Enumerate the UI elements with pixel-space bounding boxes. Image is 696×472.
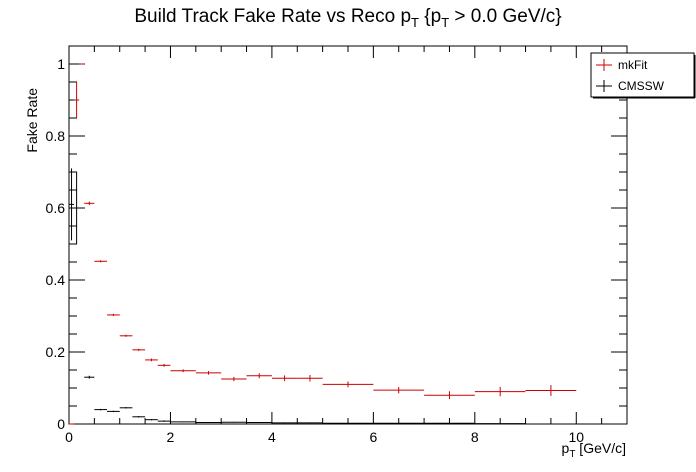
legend-box [590, 52, 695, 98]
legend-label: mkFit [618, 58, 648, 72]
plot-frame [68, 45, 628, 425]
data-point [297, 422, 323, 424]
legend-label: CMSSW [618, 79, 665, 93]
y-tick-label: 0 [57, 416, 65, 432]
data-point [145, 418, 158, 421]
legend-item-mkfit: mkFit [596, 58, 648, 72]
legend: mkFit CMSSW [590, 52, 696, 99]
data-point [157, 420, 171, 422]
data-point [69, 168, 75, 241]
data-point [271, 422, 298, 424]
data-point [107, 410, 120, 413]
y-tick-label: 0.8 [46, 128, 66, 144]
y-tick-label: 0.2 [46, 344, 66, 360]
x-tick-label: 10 [568, 429, 584, 445]
axis-ticks: 0 2 4 6 8 10 0 0.2 0.4 0.6 0.8 1 [46, 45, 628, 445]
chart-title-rest: {p [418, 6, 442, 27]
data-point [525, 385, 577, 396]
data-point [145, 358, 158, 362]
data-point [373, 386, 425, 394]
data-point [271, 375, 298, 382]
data-point [94, 408, 108, 411]
plot-area-border [68, 45, 628, 425]
chart-title-rest2: > 0.0 GeV/c} [449, 6, 562, 27]
y-tick-label: 0.6 [46, 200, 66, 216]
data-point [94, 260, 108, 263]
data-point [119, 407, 133, 409]
data-point [373, 422, 425, 424]
chart-title-sub2: T [441, 14, 450, 30]
chart-title-main: Build Track Fake Rate vs Reco p [134, 6, 412, 27]
y-tick-label: 0.4 [46, 272, 66, 288]
data-point [221, 376, 247, 382]
data-point [170, 369, 196, 373]
data-point [84, 201, 95, 206]
data-point [74, 82, 80, 118]
data-series [69, 63, 577, 425]
x-tick-label: 0 [65, 429, 73, 445]
data-point [132, 348, 146, 351]
x-axis-title: pT [GeV/c] [562, 440, 626, 460]
chart-title-sub: T [411, 14, 419, 30]
data-point [246, 422, 272, 424]
data-point [74, 172, 80, 244]
data-point [322, 422, 374, 424]
x-tick-label: 6 [369, 429, 377, 445]
data-point [119, 334, 133, 337]
x-axis-title-rest: [GeV/c] [575, 440, 626, 456]
x-axis-title-sub: T [569, 448, 576, 460]
legend-item-cmssw: CMSSW [596, 79, 665, 93]
data-point [297, 375, 323, 382]
data-point [424, 391, 475, 400]
x-axis-title-main: p [561, 440, 570, 456]
data-point [322, 381, 374, 388]
data-point [246, 373, 272, 379]
series-mkfit [69, 63, 577, 425]
x-tick-label: 4 [268, 429, 276, 445]
data-point [474, 386, 526, 397]
y-tick-label: 1 [57, 56, 65, 72]
x-tick-label: 2 [167, 429, 175, 445]
data-point [84, 375, 95, 379]
chart-title: Build Track Fake Rate vs Reco pT {pT > 0… [0, 6, 696, 30]
x-tick-label: 8 [471, 429, 479, 445]
data-point [195, 371, 222, 375]
data-point [221, 421, 247, 423]
data-point [132, 416, 146, 418]
data-point [195, 422, 222, 424]
data-point [170, 421, 196, 423]
data-point [424, 422, 475, 424]
data-point [107, 313, 120, 316]
data-point [157, 363, 171, 367]
data-point [474, 423, 526, 425]
series-cmssw [69, 168, 526, 425]
